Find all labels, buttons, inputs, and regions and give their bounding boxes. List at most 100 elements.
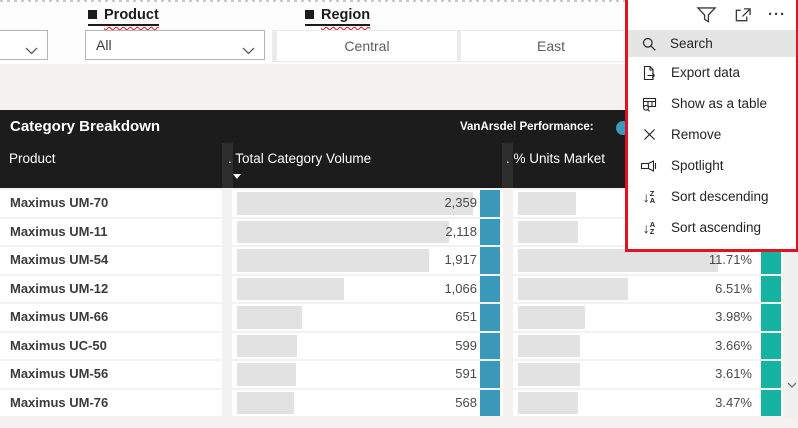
remove-icon: [639, 127, 659, 142]
pct-indicator-square: [761, 332, 781, 359]
product-cell[interactable]: Maximus UM-12: [0, 275, 222, 302]
pct-cell[interactable]: 3.47%: [513, 389, 783, 416]
volume-value: 1,917: [444, 252, 477, 267]
menu-item-show-as-a-table[interactable]: Show as a table: [628, 88, 796, 119]
product-cell[interactable]: Maximus UM-11: [0, 218, 222, 245]
volume-data-bar: [237, 277, 344, 300]
visual-header-toolbar: ···: [628, 0, 796, 30]
column-header-product[interactable]: Product: [9, 151, 56, 166]
column-header-pct[interactable]: . % Units Market: [506, 151, 606, 166]
legend-label: VanArsdel Performance:: [460, 121, 594, 133]
pct-value: 3.47%: [715, 394, 752, 410]
volume-indicator-square: [480, 190, 500, 217]
volume-value: 2,359: [444, 195, 477, 210]
pct-value: 11.71%: [708, 252, 752, 267]
volume-data-bar: [237, 363, 296, 386]
spotlight-icon: [639, 159, 659, 173]
menu-item-remove[interactable]: Remove: [628, 119, 796, 150]
volume-data-bar: [237, 334, 297, 357]
square-bullet-icon: [88, 10, 97, 19]
column-header-volume[interactable]: . Total Category Volume: [228, 151, 372, 166]
menu-item-sort-ascending[interactable]: ↓ A Z Sort ascending: [628, 212, 796, 243]
square-bullet-icon: [305, 10, 314, 19]
export-data-icon: [639, 65, 659, 81]
search-label: Search: [670, 36, 713, 51]
scroll-down-chevron-icon[interactable]: [787, 376, 797, 394]
volume-indicator-square: [480, 389, 500, 416]
table-row[interactable]: Maximus UC-50 599 3.66%: [0, 332, 798, 359]
pct-value: 3.98%: [715, 309, 752, 324]
pct-data-bar: [518, 363, 580, 386]
column-divider[interactable]: [502, 143, 513, 188]
search-input[interactable]: Search: [628, 30, 796, 57]
volume-indicator-square: [480, 218, 500, 245]
volume-cell[interactable]: 651: [232, 304, 503, 331]
volume-data-bar: [237, 249, 429, 272]
product-slicer-value: All: [96, 37, 112, 53]
product-slicer-dropdown[interactable]: All: [85, 30, 265, 60]
product-cell[interactable]: Maximus UM-66: [0, 304, 222, 331]
region-button-central[interactable]: Central: [277, 31, 457, 61]
menu-item-export-data[interactable]: Export data: [628, 57, 796, 88]
menu-items: Export data Show as a table Remove Spotligh…: [628, 57, 796, 243]
volume-cell[interactable]: 568: [232, 389, 503, 416]
volume-value: 2,118: [445, 223, 477, 239]
focus-mode-icon[interactable]: [733, 7, 752, 24]
volume-cell[interactable]: 591: [232, 361, 503, 388]
pct-data-bar: [518, 249, 718, 272]
volume-cell[interactable]: 1,917: [232, 247, 503, 274]
menu-item-label: Sort descending: [671, 189, 769, 204]
product-cell[interactable]: Maximus UM-54: [0, 247, 222, 274]
pct-data-bar: [518, 391, 578, 414]
volume-cell[interactable]: 2,359: [232, 190, 503, 217]
pct-data-bar: [518, 306, 585, 329]
menu-item-label: Show as a table: [671, 96, 768, 111]
volume-cell[interactable]: 2,118: [232, 218, 503, 245]
pct-cell[interactable]: 3.61%: [513, 361, 783, 388]
volume-value: 1,066: [444, 280, 477, 296]
region-central-label: Central: [344, 38, 390, 54]
pct-indicator-square: [761, 247, 781, 274]
volume-indicator-square: [480, 304, 500, 331]
pct-data-bar: [518, 334, 580, 357]
menu-item-label: Export data: [671, 65, 741, 80]
volume-indicator-square: [480, 361, 500, 388]
filter-icon[interactable]: [696, 6, 717, 25]
pct-indicator-square: [761, 389, 781, 416]
pct-value: 3.61%: [715, 366, 752, 381]
sort-ascending-icon: ↓ A Z: [642, 219, 656, 236]
product-cell[interactable]: Maximus UM-76: [0, 389, 222, 416]
table-row[interactable]: Maximus UM-12 1,066 6.51%: [0, 275, 798, 302]
pct-cell[interactable]: 3.98%: [513, 304, 783, 331]
chevron-down-icon: [242, 42, 255, 58]
menu-item-label: Sort ascending: [671, 220, 762, 235]
pct-data-bar: [518, 192, 576, 215]
pct-cell[interactable]: 3.66%: [513, 332, 783, 359]
volume-value: 651: [455, 309, 477, 324]
pct-indicator-square: [761, 361, 781, 388]
show-as-table-icon: [639, 96, 659, 112]
region-east-label: East: [536, 38, 565, 54]
left-edge-dropdown[interactable]: [0, 30, 48, 60]
pct-data-bar: [518, 220, 578, 243]
pct-value: 6.51%: [715, 280, 752, 296]
volume-value: 599: [455, 337, 477, 353]
menu-item-label: Spotlight: [671, 158, 724, 173]
table-row[interactable]: Maximus UM-76 568 3.47%: [0, 389, 798, 416]
volume-cell[interactable]: 1,066: [232, 275, 503, 302]
volume-cell[interactable]: 599: [232, 332, 503, 359]
product-cell[interactable]: Maximus UC-50: [0, 332, 222, 359]
menu-item-spotlight[interactable]: Spotlight: [628, 150, 796, 181]
volume-data-bar: [237, 220, 449, 243]
more-options-icon[interactable]: ···: [768, 6, 786, 23]
menu-item-label: Remove: [671, 127, 722, 142]
product-cell[interactable]: Maximus UM-70: [0, 190, 222, 217]
pct-cell[interactable]: 6.51%: [513, 275, 783, 302]
region-button-east[interactable]: East: [461, 31, 641, 61]
column-divider[interactable]: [222, 143, 233, 188]
product-cell[interactable]: Maximus UM-56: [0, 361, 222, 388]
table-row[interactable]: Maximus UM-56 591 3.61%: [0, 361, 798, 388]
pct-indicator-square: [761, 275, 781, 302]
table-row[interactable]: Maximus UM-66 651 3.98%: [0, 304, 798, 331]
menu-item-sort-descending[interactable]: ↓ Z A Sort descending: [628, 181, 796, 212]
